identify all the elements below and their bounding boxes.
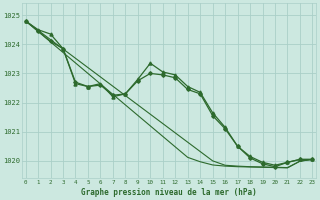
X-axis label: Graphe pression niveau de la mer (hPa): Graphe pression niveau de la mer (hPa) <box>81 188 257 197</box>
